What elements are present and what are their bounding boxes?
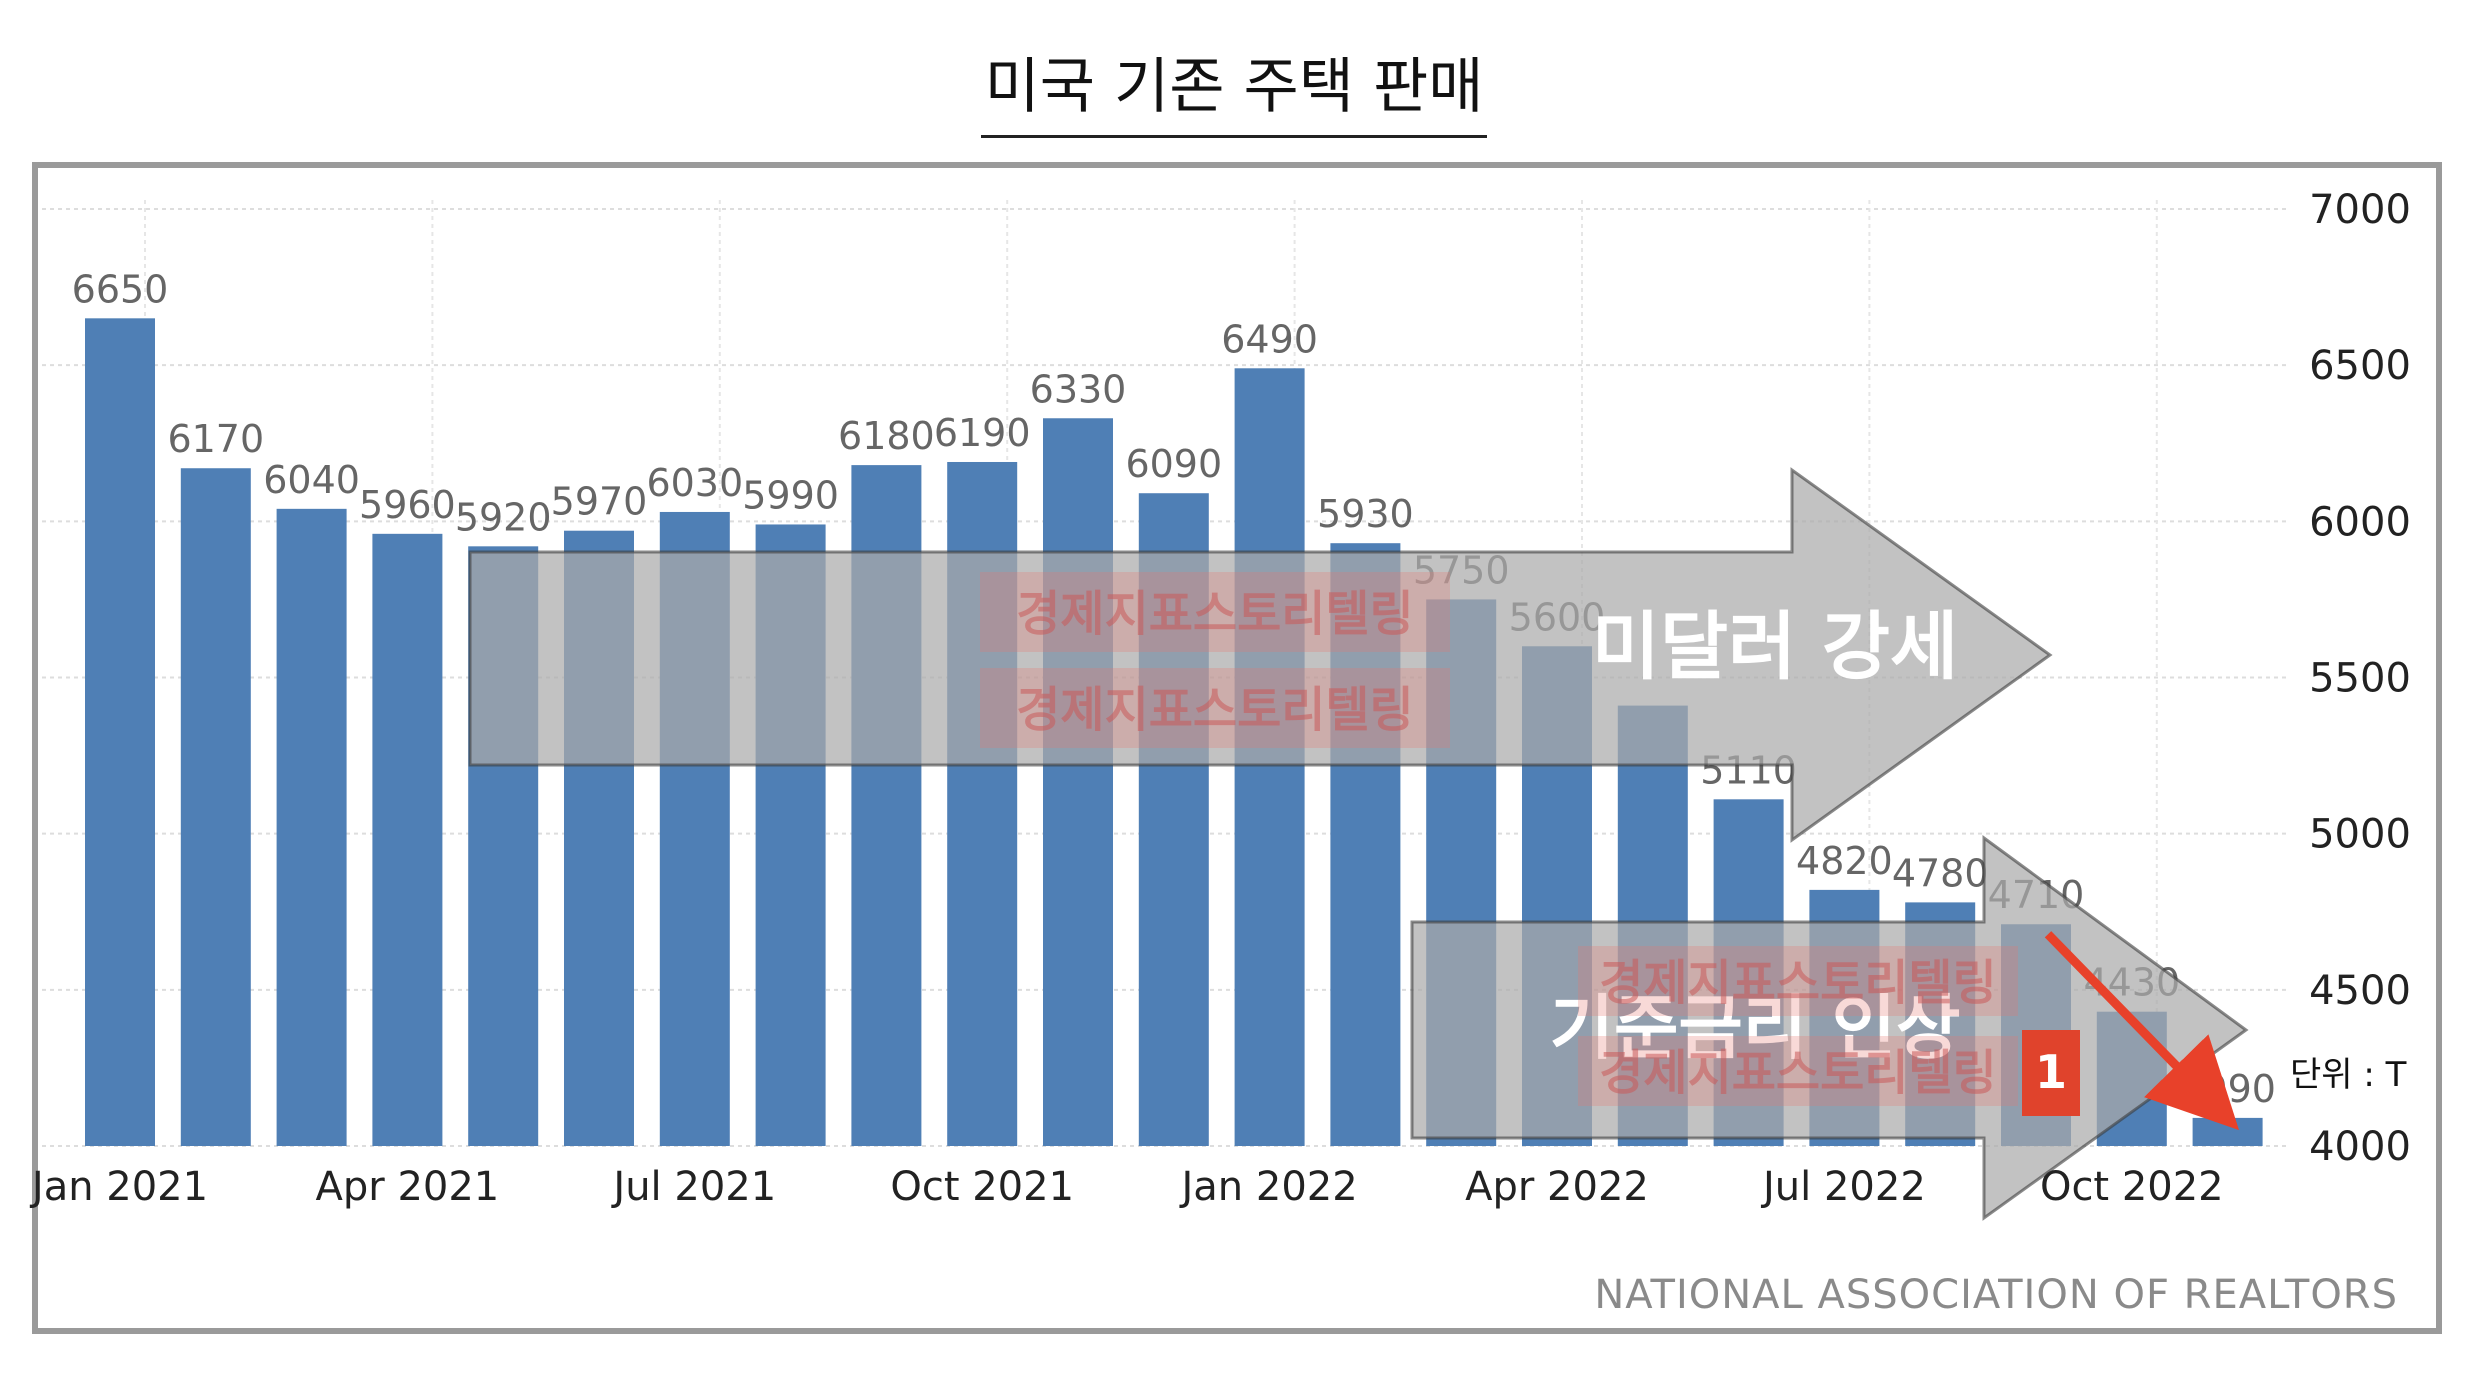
strong-dollar-arrow <box>468 467 2053 843</box>
bar <box>276 508 347 1147</box>
source-label: NATIONAL ASSOCIATION OF REALTORS <box>1594 1272 2398 1318</box>
bar-value-label: 5930 <box>1317 492 1414 536</box>
y-tick-label: 6500 <box>2309 343 2411 389</box>
watermark-text: 경제지표스토리텔링 <box>1599 1045 1996 1101</box>
bar-value-label: 6190 <box>934 411 1031 455</box>
watermark-box <box>980 572 1450 652</box>
x-tick-label: Jul 2022 <box>1760 1164 1926 1210</box>
x-tick-label: Oct 2022 <box>2040 1164 2224 1210</box>
bar-value-label: 6040 <box>263 458 360 502</box>
bar-value-label: 5970 <box>551 480 648 524</box>
x-tick-label: Jan 2021 <box>29 1164 208 1210</box>
y-tick-label: 6000 <box>2309 499 2411 545</box>
bar <box>2192 1117 2263 1146</box>
watermark-text: 경제지표스토리텔링 <box>1016 682 1413 738</box>
watermark-box <box>1578 946 2018 1016</box>
bar <box>85 318 155 1147</box>
watermark-text: 경제지표스토리텔링 <box>1016 586 1413 642</box>
x-tick-label: Apr 2021 <box>316 1164 500 1210</box>
badge-label: 1 <box>2035 1045 2067 1099</box>
rate-hike-label: 기준금리 인상 <box>1550 987 1961 1069</box>
bar <box>1043 418 1113 1147</box>
bar-value-label: 6490 <box>1221 317 1318 361</box>
axis-layer: 4000 4500 5000 5500 6000 6500 7000 Jan 2021 Apr … <box>29 187 2411 1210</box>
bar-value-label: 4780 <box>1892 851 1989 895</box>
strong-dollar-label: 미달러 강세 <box>1592 604 1958 690</box>
unit-label: 단위 : T <box>2290 1055 2407 1095</box>
watermark-box <box>980 668 1450 748</box>
bar-value-label: 6170 <box>167 417 264 461</box>
watermark-box <box>1578 1036 2018 1106</box>
y-tick-label: 4500 <box>2309 968 2411 1014</box>
chart-title-text: 미국 기존 주택 판매 <box>980 38 1488 138</box>
y-tick-label: 7000 <box>2309 187 2411 233</box>
y-tick-label: 5500 <box>2309 656 2411 702</box>
y-tick-label: 4000 <box>2309 1124 2411 1170</box>
badge <box>2022 1030 2080 1116</box>
bar-value-label: 6650 <box>72 267 169 311</box>
bar-value-label: 5960 <box>359 483 456 527</box>
y-tick-label: 5000 <box>2309 812 2411 858</box>
rate-hike-arrow <box>1410 835 2249 1221</box>
bar <box>180 468 251 1146</box>
x-tick-label: Apr 2022 <box>1465 1164 1649 1210</box>
chart-title: 미국 기존 주택 판매 <box>0 38 2468 138</box>
bar-value-label: 6330 <box>1030 367 1127 411</box>
x-tick-label: Jul 2021 <box>610 1164 776 1210</box>
watermark-text: 경제지표스토리텔링 <box>1599 955 1996 1011</box>
x-tick-label: Jan 2022 <box>1179 1164 1358 1210</box>
bar-value-label: 6180 <box>838 414 935 458</box>
bar-value-label: 6090 <box>1125 442 1222 486</box>
bar-value-label: 5920 <box>455 495 552 539</box>
trend-arrow <box>2044 931 2240 1131</box>
bar-value-label: 5990 <box>742 473 839 517</box>
bar-value-label: 6030 <box>646 461 743 505</box>
bar <box>372 533 443 1146</box>
chart-frame <box>32 162 2442 1334</box>
bar-value-label: 4820 <box>1796 839 1893 883</box>
x-tick-label: Oct 2021 <box>890 1164 1074 1210</box>
